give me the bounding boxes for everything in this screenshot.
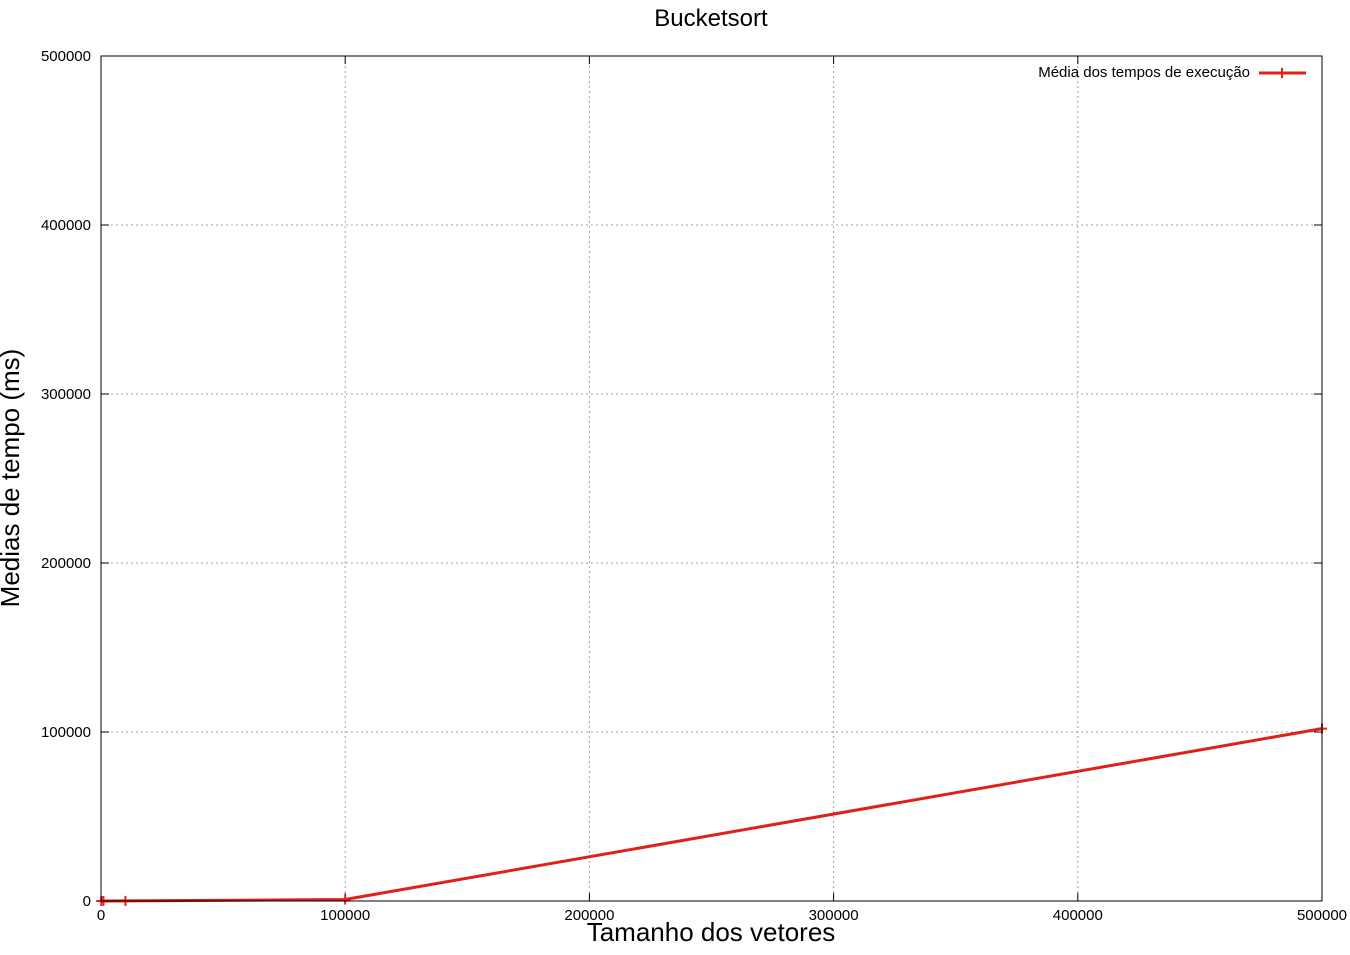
x-tick-label: 300000 <box>809 907 859 924</box>
ticks: 0 100000 200000 300000 400000 500000 0 100000 20… <box>41 48 1347 924</box>
series-layer <box>96 723 1327 906</box>
legend-label: Média dos tempos de execução <box>1038 64 1250 81</box>
legend-swatch-marker <box>1277 68 1287 78</box>
y-axis-label: Medias de tempo (ms) <box>0 349 25 608</box>
plot-frame <box>100 55 1323 902</box>
x-tick-label: 500000 <box>1297 907 1347 924</box>
x-axis-label: Tamanho dos vetores <box>587 917 836 947</box>
legend: Média dos tempos de execução <box>1038 64 1306 81</box>
y-tick-label: 500000 <box>41 48 91 65</box>
y-tick-label: 0 <box>83 893 91 910</box>
data-point-marker <box>340 894 351 905</box>
x-tick-label: 200000 <box>564 907 614 924</box>
chart-title: Bucketsort <box>654 5 768 32</box>
y-tick-label: 100000 <box>41 724 91 741</box>
x-tick-label: 400000 <box>1053 907 1103 924</box>
x-tick-label: 100000 <box>320 907 370 924</box>
series-line <box>101 727 1323 903</box>
y-tick-label: 300000 <box>41 386 91 403</box>
x-tick-label: 0 <box>97 907 105 924</box>
grid <box>101 56 1322 901</box>
y-tick-label: 200000 <box>41 555 91 572</box>
y-tick-label: 400000 <box>41 217 91 234</box>
